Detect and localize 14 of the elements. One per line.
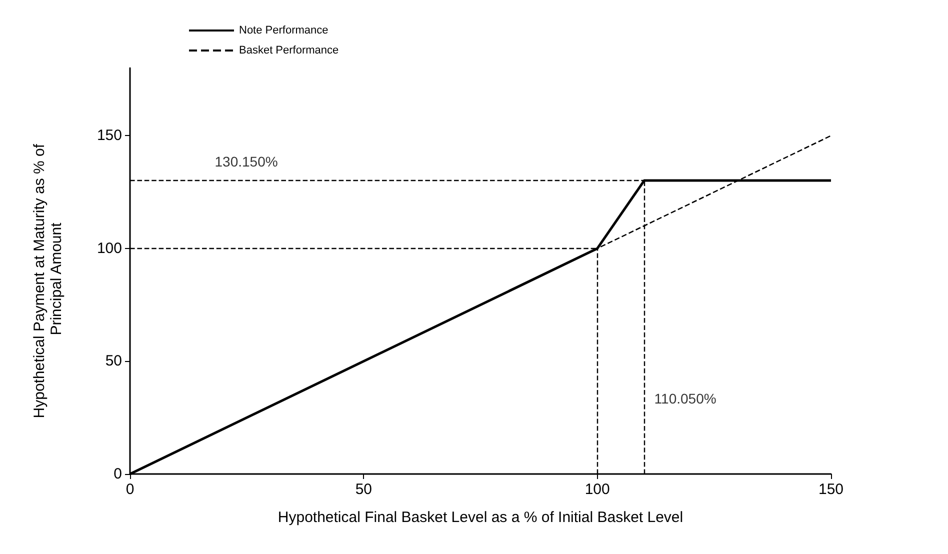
legend-label: Basket Performance	[239, 44, 339, 56]
annotation: 110.050%	[654, 390, 716, 407]
y-tick-label: 100	[96, 240, 122, 257]
y-axis-title: Hypothetical Payment at Maturity as % of Principal Amount	[31, 140, 65, 418]
legend-label: Note Performance	[239, 24, 328, 36]
x-tick-label: 0	[126, 481, 134, 498]
annotation: 130.150%	[214, 153, 278, 170]
y-tick-label: 50	[105, 352, 122, 370]
y-tick-label: 150	[96, 127, 122, 144]
y-tick-label: 0	[114, 466, 122, 482]
x-tick-label: 50	[355, 481, 372, 498]
x-tick-label: 150	[818, 481, 844, 498]
x-tick-label: 100	[584, 481, 610, 498]
x-axis-title: Hypothetical Final Basket Level as a % of Initial Basket Level	[278, 509, 684, 526]
